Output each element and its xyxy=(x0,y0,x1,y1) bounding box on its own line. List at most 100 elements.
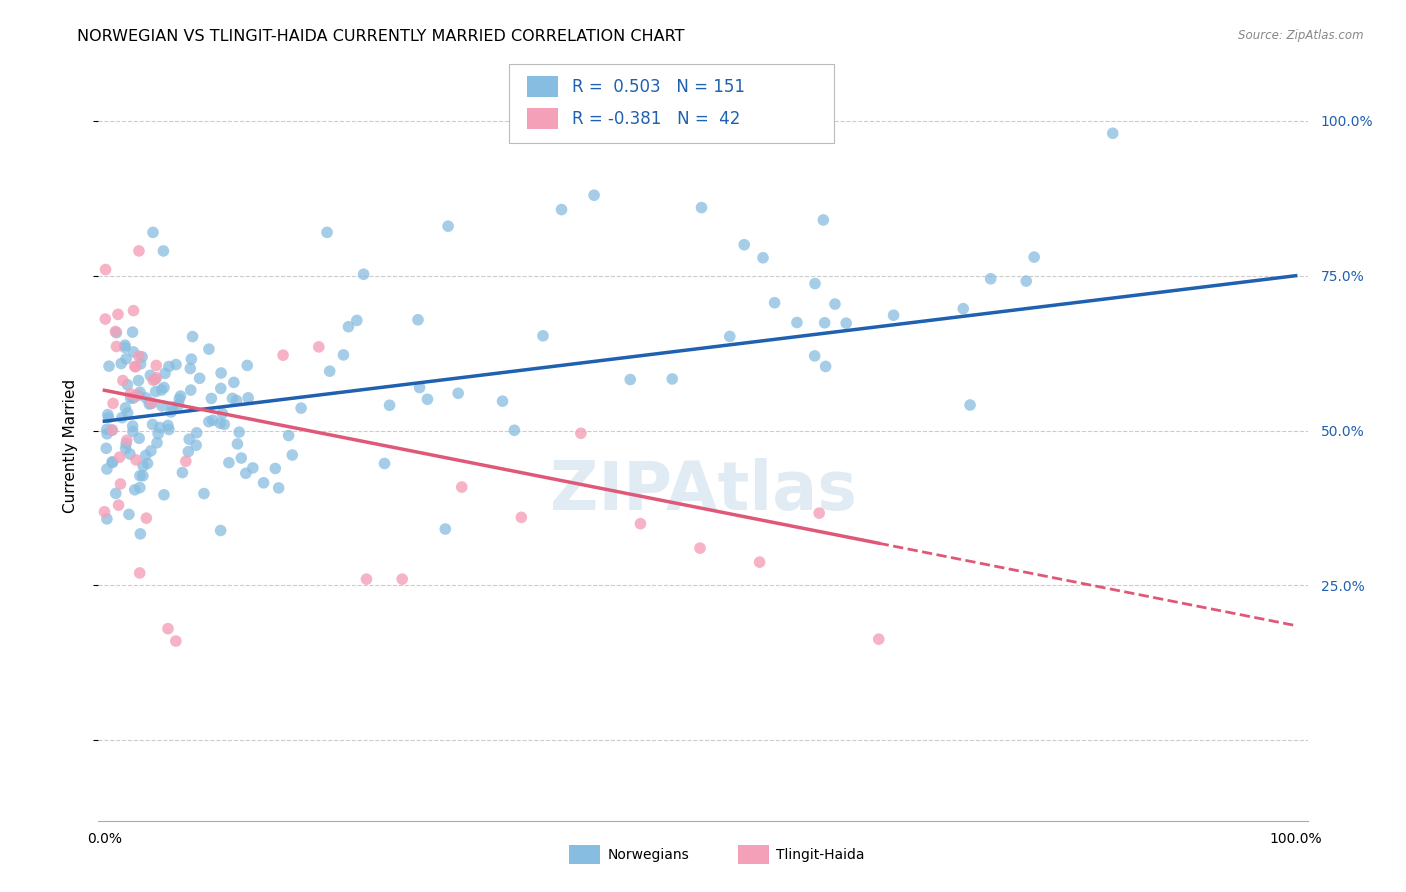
Point xyxy=(406,312,429,326)
Point xyxy=(252,475,274,490)
Point xyxy=(308,340,330,354)
Point xyxy=(128,349,150,363)
Point xyxy=(177,444,200,458)
Point xyxy=(165,358,187,372)
Point xyxy=(332,348,354,362)
Point xyxy=(125,388,148,402)
Point xyxy=(242,461,264,475)
Point xyxy=(110,477,132,491)
Text: R = -0.381   N =  42: R = -0.381 N = 42 xyxy=(572,110,741,128)
Point xyxy=(97,408,120,422)
Point xyxy=(172,466,194,480)
Point xyxy=(952,301,974,316)
Point xyxy=(316,225,339,239)
Point xyxy=(225,393,247,408)
Point xyxy=(122,345,145,359)
Point xyxy=(101,455,124,469)
Point xyxy=(114,338,136,352)
Point xyxy=(450,480,472,494)
Point xyxy=(408,380,430,394)
Point xyxy=(337,319,360,334)
Point xyxy=(94,262,117,277)
Point xyxy=(156,418,179,433)
Point xyxy=(93,505,115,519)
Point xyxy=(174,454,197,468)
Point xyxy=(122,391,145,405)
Point xyxy=(98,359,121,373)
Point xyxy=(271,348,294,362)
Point xyxy=(763,295,786,310)
Point xyxy=(150,399,173,413)
Point xyxy=(356,572,378,586)
Point xyxy=(143,372,166,386)
Point xyxy=(115,351,138,366)
Point xyxy=(437,219,460,234)
Point xyxy=(531,328,554,343)
Point xyxy=(135,511,157,525)
Point xyxy=(162,400,184,414)
Point xyxy=(139,443,162,458)
Point xyxy=(346,313,368,327)
Point xyxy=(447,386,470,401)
Point xyxy=(96,426,118,441)
Point xyxy=(125,453,148,467)
Point xyxy=(218,456,240,470)
Point xyxy=(179,361,201,376)
Point xyxy=(135,449,157,463)
Point xyxy=(121,325,143,339)
Point xyxy=(101,455,124,469)
Point xyxy=(416,392,439,407)
Point xyxy=(156,622,179,636)
Point xyxy=(145,359,167,373)
Point xyxy=(980,272,1002,286)
Point xyxy=(101,396,124,410)
Point xyxy=(115,434,138,448)
Point xyxy=(114,442,136,456)
Point xyxy=(165,634,187,648)
Point xyxy=(101,423,124,437)
Point xyxy=(129,527,152,541)
Point xyxy=(186,438,208,452)
Point xyxy=(630,516,652,531)
Point xyxy=(583,188,606,202)
Point xyxy=(814,359,837,374)
Point xyxy=(104,325,127,339)
Point xyxy=(1101,126,1123,140)
Point xyxy=(619,372,641,386)
Point xyxy=(96,512,118,526)
Point xyxy=(107,498,129,512)
Point xyxy=(214,417,236,432)
Point xyxy=(186,425,208,440)
Point xyxy=(118,508,141,522)
Point xyxy=(129,357,152,371)
Point xyxy=(131,350,153,364)
Point xyxy=(198,415,221,429)
Point xyxy=(141,396,163,410)
Point xyxy=(111,410,134,425)
Point xyxy=(105,326,128,340)
Point xyxy=(129,385,152,400)
Point xyxy=(122,425,145,439)
Point xyxy=(129,468,152,483)
Text: R =  0.503   N = 151: R = 0.503 N = 151 xyxy=(572,78,745,95)
Point xyxy=(690,201,713,215)
Point xyxy=(235,467,257,481)
Point xyxy=(132,468,155,483)
Point xyxy=(550,202,572,217)
Point xyxy=(157,422,180,436)
Point xyxy=(128,244,150,258)
Point xyxy=(141,396,163,410)
Text: Norwegians: Norwegians xyxy=(607,847,689,862)
Point xyxy=(434,522,457,536)
Point xyxy=(868,632,890,647)
Point xyxy=(122,303,145,318)
Text: NORWEGIAN VS TLINGIT-HAIDA CURRENTLY MARRIED CORRELATION CHART: NORWEGIAN VS TLINGIT-HAIDA CURRENTLY MAR… xyxy=(77,29,685,45)
Point xyxy=(181,329,204,343)
Point xyxy=(391,572,413,586)
Point xyxy=(128,481,150,495)
Point xyxy=(814,316,837,330)
Point xyxy=(110,357,132,371)
Point xyxy=(179,432,201,446)
Y-axis label: Currently Married: Currently Married xyxy=(63,379,77,513)
Point xyxy=(188,371,211,385)
